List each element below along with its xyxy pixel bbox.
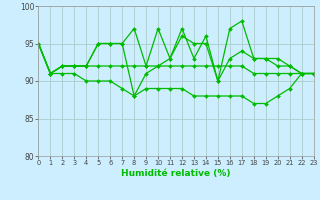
X-axis label: Humidité relative (%): Humidité relative (%) <box>121 169 231 178</box>
